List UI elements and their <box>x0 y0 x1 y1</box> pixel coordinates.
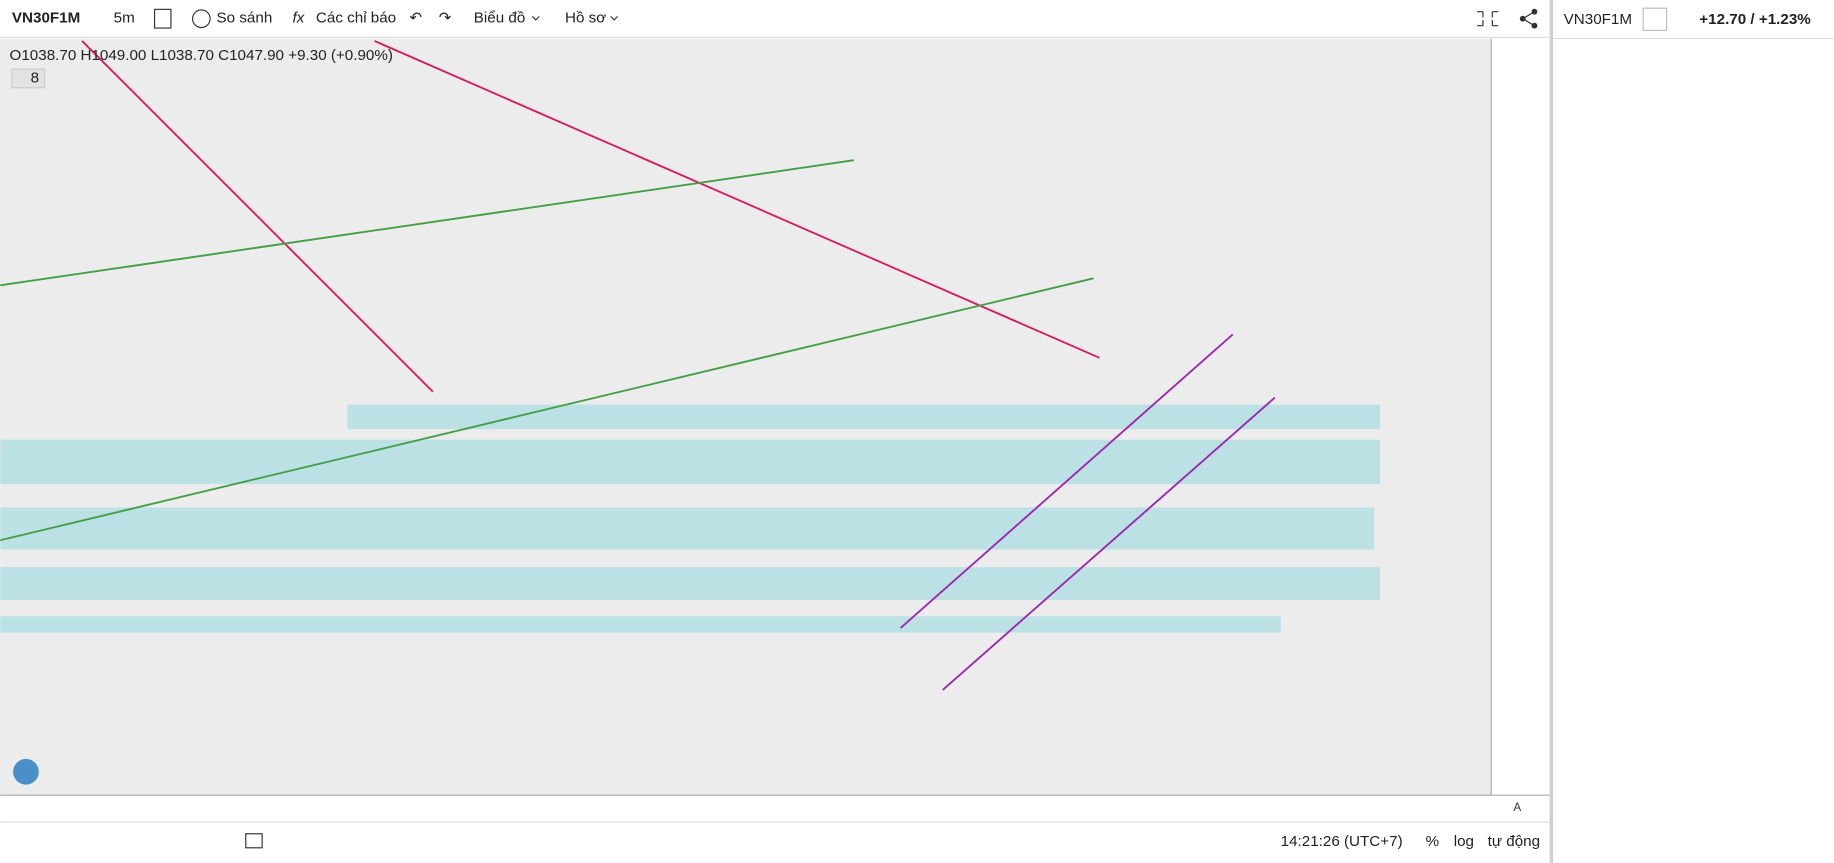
redo[interactable]: ↷ <box>439 10 452 27</box>
axis-mode[interactable]: A <box>1513 801 1521 814</box>
zone <box>0 507 1375 550</box>
zone <box>0 567 1381 600</box>
edit-button[interactable] <box>1642 7 1668 31</box>
legend-toggle[interactable] <box>11 68 46 89</box>
trend-lines <box>0 40 1276 691</box>
zones <box>0 404 1381 633</box>
interval[interactable]: 5m <box>114 10 135 27</box>
panel-symbol: VN30F1M <box>1564 11 1632 28</box>
auto-toggle[interactable]: tự động <box>1488 833 1540 850</box>
date-range-icon[interactable] <box>245 833 263 849</box>
indicators[interactable]: Các chỉ báo <box>316 10 396 27</box>
compare[interactable]: So sánh <box>217 10 273 27</box>
add-icon[interactable] <box>191 9 211 29</box>
zone <box>0 439 1381 485</box>
divider <box>1549 0 1554 863</box>
log-toggle[interactable]: log <box>1454 833 1474 850</box>
trend-line <box>0 277 1094 542</box>
symbol[interactable]: VN30F1M <box>12 10 80 27</box>
chart-type[interactable]: Biểu đồ <box>474 10 526 27</box>
trend-line <box>942 396 1276 691</box>
fx-icon[interactable]: fx <box>293 10 306 27</box>
profile[interactable]: Hồ sơ <box>565 10 606 27</box>
fullscreen-icon[interactable] <box>1477 11 1499 27</box>
toolbar: VN30F1M 5m So sánh fx Các chỉ báo ↶ ↷ Bi… <box>0 8 1550 39</box>
undo[interactable]: ↶ <box>409 10 422 27</box>
zone <box>347 404 1381 430</box>
order-panel: VN30F1M +12.70 / +1.23% <box>1553 7 1834 40</box>
percent-toggle[interactable]: % <box>1426 833 1440 850</box>
panel-change: +12.70 / +1.23% <box>1699 11 1811 28</box>
trend-line <box>0 159 854 287</box>
candle-icon[interactable] <box>153 8 172 29</box>
logo <box>13 758 39 785</box>
legend-count: 8 <box>31 69 39 86</box>
clock: 14:21:26 (UTC+7) <box>1281 833 1403 850</box>
dropdown-arrows <box>531 15 619 21</box>
trend-line <box>81 40 434 393</box>
zone <box>0 616 1281 633</box>
ohlc-header: O1038.70 H1049.00 L1038.70 C1047.90 +9.3… <box>10 47 393 64</box>
trend-line <box>900 333 1234 629</box>
